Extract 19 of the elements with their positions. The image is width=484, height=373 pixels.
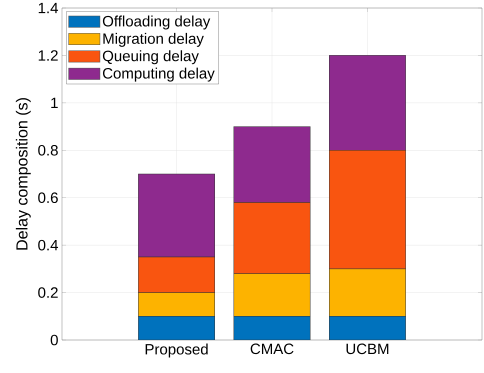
bar: [234, 316, 310, 340]
x-tick-label: Proposed: [146, 344, 208, 358]
y-tick-label: 0.8: [38, 144, 58, 156]
x-tick-label: CMAC: [250, 344, 294, 354]
y-tick-label: 1.4: [38, 2, 58, 14]
y-tick-label: 0.6: [38, 192, 58, 204]
y-tick-label: 0: [50, 334, 58, 346]
y-tick-label: 0.2: [38, 287, 58, 298]
x-tick-label: UCBM: [346, 344, 388, 354]
y-tick-label: 1: [51, 98, 58, 108]
legend-label: Computing delay: [102, 68, 215, 82]
legend-label: Migration delay: [103, 32, 204, 47]
legend-label: Offloading delay: [102, 16, 210, 30]
legend-label: Queuing delay: [102, 50, 199, 64]
bar: [138, 316, 215, 340]
y-axis-title: Delay composition (s): [16, 98, 31, 250]
y-tick-label: 0.4: [38, 240, 58, 250]
y-tick-label: 1.2: [38, 50, 58, 61]
bar: [329, 316, 406, 340]
